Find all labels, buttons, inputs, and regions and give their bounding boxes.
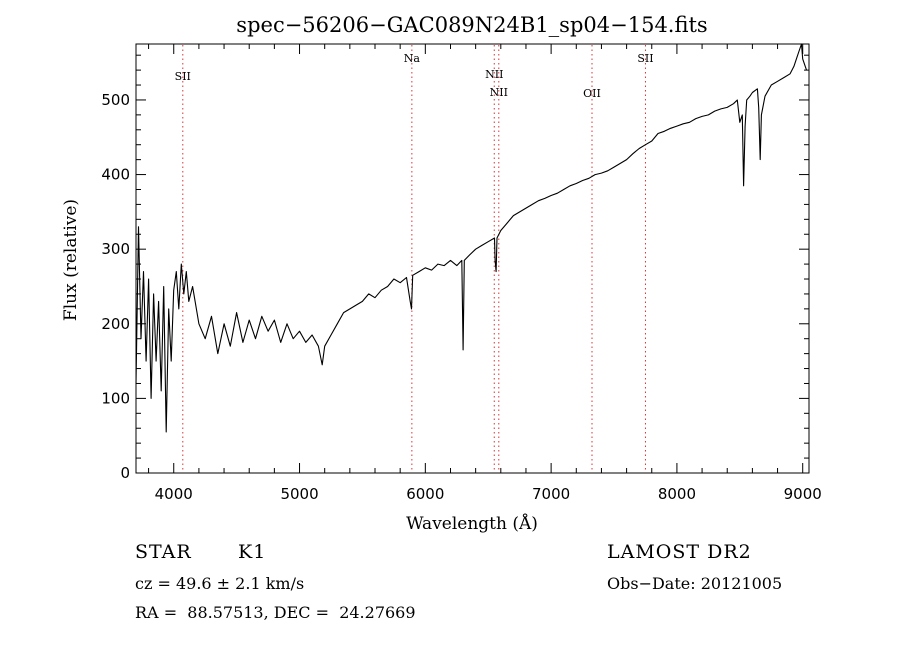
line-marker-label: NII: [490, 86, 508, 99]
line-marker-label: Na: [404, 52, 421, 65]
x-tick-label: 6000: [406, 485, 444, 503]
y-tick-label: 200: [101, 315, 130, 333]
object-subclass: K1: [238, 541, 267, 563]
plot-frame: [135, 43, 810, 474]
x-tick-label: 4000: [155, 485, 193, 503]
x-tick-label: 9000: [784, 485, 822, 503]
x-tick-label: 8000: [658, 485, 696, 503]
x-tick-label: 5000: [280, 485, 318, 503]
obs-date: Obs−Date: 20121005: [607, 574, 783, 593]
y-tick-label: 500: [101, 91, 130, 109]
line-marker-label: SII: [637, 52, 653, 65]
y-tick-label: 100: [101, 389, 130, 407]
redshift-value: cz = 49.6 ± 2.1 km/s: [135, 574, 305, 593]
line-marker-label: OII: [583, 87, 601, 100]
line-marker-label: SII: [175, 70, 191, 83]
object-class: STAR: [135, 541, 192, 563]
plot-area: SII Na NII NII OII SII: [135, 43, 810, 474]
x-axis-label: Wavelength (Å): [406, 513, 538, 534]
y-axis-label: Flux (relative): [61, 199, 81, 321]
coordinates: RA = 88.57513, DEC = 24.27669: [135, 603, 416, 622]
line-marker-label: NII: [485, 68, 503, 81]
y-tick-label: 400: [101, 166, 130, 184]
y-tick-label: 300: [101, 240, 130, 258]
x-tick-label: 7000: [532, 485, 570, 503]
y-tick-label: 0: [120, 464, 130, 482]
chart-title: spec−56206−GAC089N24B1_sp04−154.fits: [236, 13, 707, 37]
survey-name: LAMOST DR2: [607, 541, 752, 563]
spectrum-line: [135, 43, 808, 433]
